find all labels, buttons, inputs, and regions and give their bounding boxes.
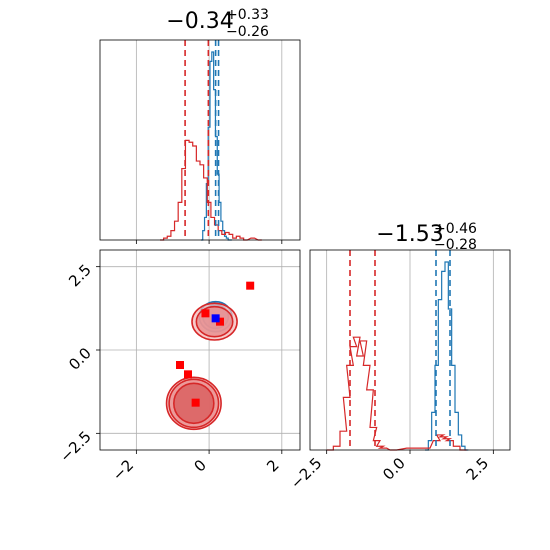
p2-quantile-lines xyxy=(349,250,451,450)
p2-title-plus: +0.46 xyxy=(434,221,477,237)
p2-grid xyxy=(326,250,494,450)
p2-title-minus: −0.28 xyxy=(434,237,477,253)
joint-panel: −2 0 2 −2.5 0.0 2.5 xyxy=(56,249,301,485)
p2-xtick-label-0: −2.5 xyxy=(287,454,325,492)
p3-point-0-0 xyxy=(246,281,255,290)
p3-xtick-label-1: 0 xyxy=(190,456,209,475)
p3-ytick-label-1: 0.0 xyxy=(65,344,95,374)
p3-ticks: −2 0 2 −2.5 0.0 2.5 xyxy=(56,261,282,485)
p3-points xyxy=(176,281,255,407)
p1-hist-series-0 xyxy=(200,51,232,241)
p3-point-0-5 xyxy=(216,317,224,326)
p1-frame xyxy=(99,39,301,241)
p3-point-0-3 xyxy=(191,398,200,407)
p3-point-0-2 xyxy=(184,370,192,379)
p3-ytick-label-0: −2.5 xyxy=(56,427,94,465)
p3-point-1-0 xyxy=(211,314,220,323)
p2-ticks: −2.5 0.0 2.5 xyxy=(287,450,494,493)
p1-title-median: −0.34 xyxy=(166,9,233,34)
p1-ticks xyxy=(135,240,283,244)
marginal-panel-param1: −0.34 +0.33 −0.26 xyxy=(99,7,301,244)
p1-title-minus: −0.26 xyxy=(226,24,269,40)
p1-title: −0.34 xyxy=(166,9,233,34)
p2-title-median: −1.53 xyxy=(376,222,443,247)
p2-xtick-label-1: 0.0 xyxy=(379,454,409,484)
p2-hist-series-1 xyxy=(326,336,467,451)
p1-title-plus: +0.33 xyxy=(226,7,269,23)
p1-hist-series-1 xyxy=(160,139,262,241)
p3-point-0-1 xyxy=(176,361,184,369)
p2-hist-series-0 xyxy=(425,261,469,451)
p3-xtick-label-0: −2 xyxy=(109,456,137,484)
p2-histograms xyxy=(326,261,469,451)
p1-histograms xyxy=(160,51,262,241)
p2-title: −1.53 xyxy=(376,222,443,247)
p1-quantile-lines xyxy=(184,40,220,240)
marginal-panel-param2: −2.5 0.0 2.5 −1.53 +0.46 −0.28 xyxy=(287,221,511,493)
p3-point-0-4 xyxy=(201,309,210,318)
p3-ytick-label-2: 2.5 xyxy=(65,261,95,291)
p3-xtick-label-2: 2 xyxy=(263,456,282,475)
p2-xtick-label-2: 2.5 xyxy=(463,454,493,484)
